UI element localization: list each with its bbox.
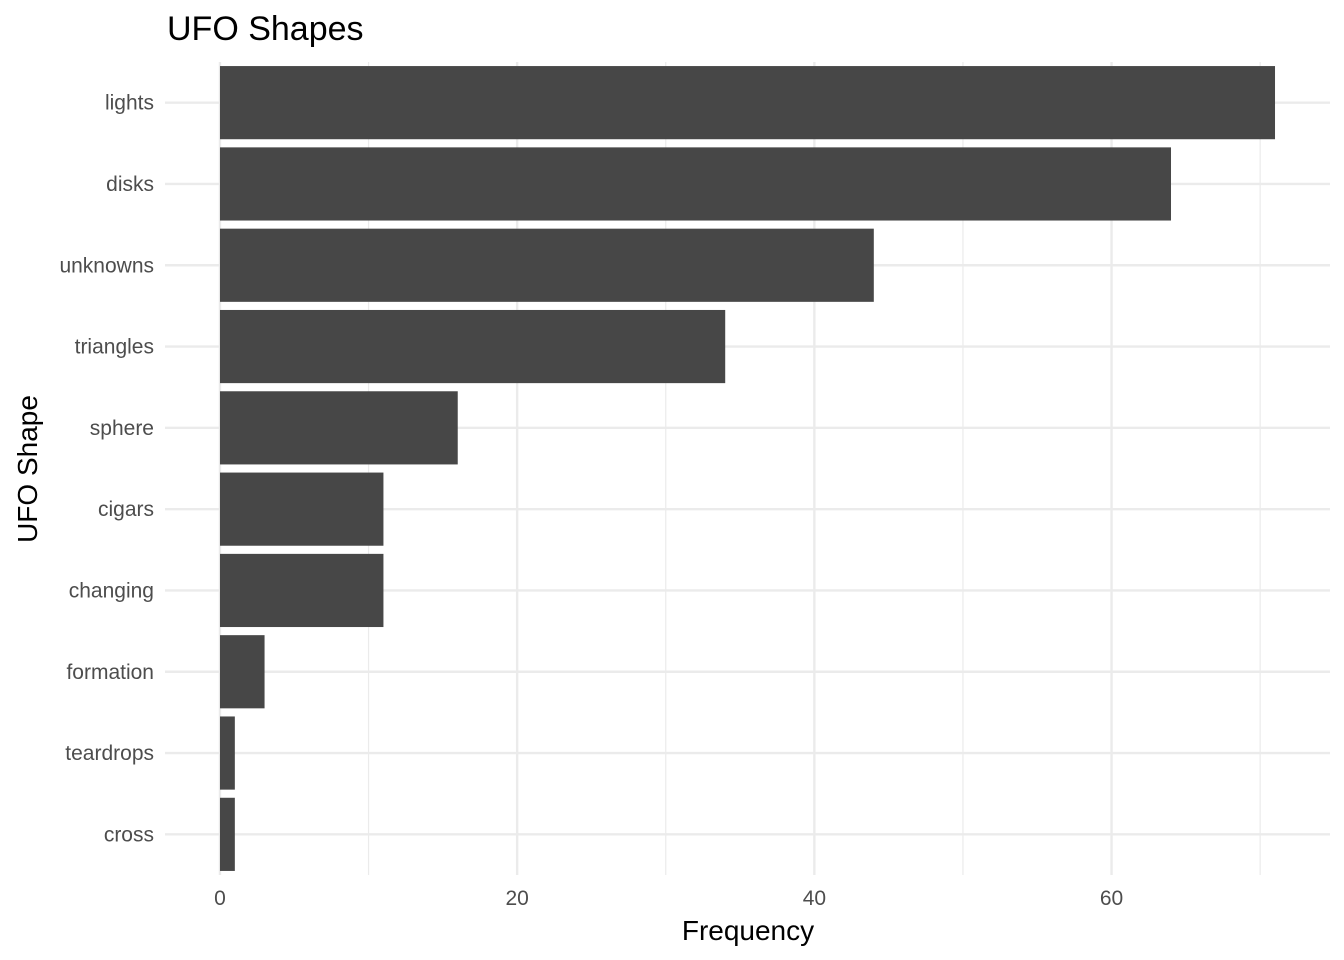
bar-triangles [219,309,726,384]
x-tick-labels: 0 20 40 60 [214,887,1123,910]
y-tick-labels: lights disks unknowns triangles sphere cigars… [59,92,154,847]
x-axis-title: Frequency [682,915,814,946]
y-tick-label: unknowns [59,254,154,277]
bar-cross [219,797,235,871]
x-tick-label: 40 [803,887,826,910]
chart-title: UFO Shapes [167,10,364,48]
y-tick-label: lights [105,92,154,115]
y-tick-label: triangles [75,336,154,359]
x-tick-label: 20 [505,887,528,910]
bars-layer [219,66,1276,871]
y-tick-label: disks [106,173,154,196]
y-tick-label: sphere [90,417,154,440]
x-tick-label: 60 [1100,887,1123,910]
y-tick-label: formation [66,661,154,684]
bar-changing [219,553,384,628]
x-tick-label: 0 [214,887,226,910]
y-axis-title: UFO Shape [12,395,43,543]
bar-sphere [219,391,458,465]
y-tick-label: changing [69,579,154,602]
bar-cigars [219,472,384,546]
bar-unknowns [219,228,874,302]
y-tick-label: cigars [98,498,154,521]
y-tick-label: teardrops [65,742,154,765]
bar-lights [219,66,1276,140]
bar-teardrops [219,716,235,790]
bar-formation [219,635,265,709]
bar-disks [219,147,1172,221]
y-tick-label: cross [104,823,154,846]
